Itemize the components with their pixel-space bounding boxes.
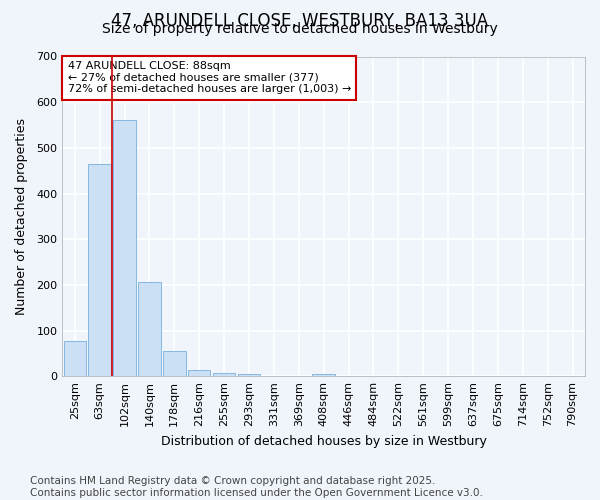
Text: Contains HM Land Registry data © Crown copyright and database right 2025.
Contai: Contains HM Land Registry data © Crown c… bbox=[30, 476, 483, 498]
Bar bbox=[313, 374, 335, 376]
Bar bbox=[88, 164, 111, 376]
Bar bbox=[113, 120, 136, 376]
Bar bbox=[163, 351, 185, 376]
Bar bbox=[138, 282, 161, 376]
Text: 47, ARUNDELL CLOSE, WESTBURY, BA13 3UA: 47, ARUNDELL CLOSE, WESTBURY, BA13 3UA bbox=[112, 12, 488, 30]
Bar bbox=[213, 372, 235, 376]
Bar bbox=[64, 340, 86, 376]
Bar bbox=[238, 374, 260, 376]
Bar bbox=[188, 370, 211, 376]
X-axis label: Distribution of detached houses by size in Westbury: Distribution of detached houses by size … bbox=[161, 434, 487, 448]
Text: 47 ARUNDELL CLOSE: 88sqm
← 27% of detached houses are smaller (377)
72% of semi-: 47 ARUNDELL CLOSE: 88sqm ← 27% of detach… bbox=[68, 62, 351, 94]
Y-axis label: Number of detached properties: Number of detached properties bbox=[15, 118, 28, 315]
Text: Size of property relative to detached houses in Westbury: Size of property relative to detached ho… bbox=[102, 22, 498, 36]
